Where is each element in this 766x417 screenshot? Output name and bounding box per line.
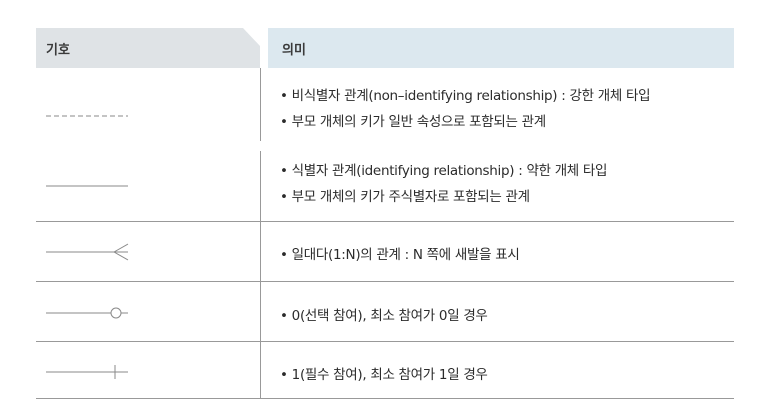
table-row: • 식별자 관계(identifying relationship) : 약한 … <box>36 141 734 221</box>
meaning-line: • 부모 개체의 키가 일반 속성으로 포함되는 관계 <box>280 114 546 130</box>
bar-mandatory-icon <box>46 365 128 379</box>
column-divider <box>260 222 261 281</box>
meaning-line: • 식별자 관계(identifying relationship) : 약한 … <box>280 163 608 179</box>
erd-symbol-table: 기호 의미 • 비식별자 관계(non–identifying relation… <box>36 28 734 399</box>
meaning-line: • 부모 개체의 키가 주식별자로 포함되는 관계 <box>280 189 530 205</box>
header-meaning-cell: 의미 <box>268 28 734 68</box>
dashed-line-icon <box>46 115 128 117</box>
column-divider <box>260 282 261 341</box>
meaning-line: • 비식별자 관계(non–identifying relationship) … <box>280 88 651 104</box>
meaning-line: • 1(필수 참여), 최소 참여가 1일 경우 <box>280 367 488 383</box>
column-divider <box>260 68 261 141</box>
symbol-cell <box>36 68 260 141</box>
table-header: 기호 의미 <box>36 28 734 68</box>
header-symbol-label: 기호 <box>46 43 70 58</box>
meaning-line: • 0(선택 참여), 최소 참여가 0일 경우 <box>280 308 488 324</box>
header-symbol-cell: 기호 <box>36 28 260 68</box>
symbol-cell <box>36 222 260 281</box>
circle-optional-icon <box>46 307 128 319</box>
header-meaning-label: 의미 <box>282 43 306 58</box>
symbol-cell <box>36 342 260 398</box>
crows-foot-icon <box>46 243 129 261</box>
symbol-cell <box>36 282 260 341</box>
column-divider <box>260 342 261 398</box>
table-row: • 0(선택 참여), 최소 참여가 0일 경우 <box>36 281 734 341</box>
meaning-line: • 일대다(1:N)의 관계 : N 쪽에 새발을 표시 <box>280 247 520 263</box>
solid-line-icon <box>46 185 128 187</box>
table-row: • 비식별자 관계(non–identifying relationship) … <box>36 68 734 141</box>
symbol-cell <box>36 141 260 221</box>
table-row: • 1(필수 참여), 최소 참여가 1일 경우 <box>36 341 734 398</box>
column-divider <box>260 151 261 221</box>
table-row: • 일대다(1:N)의 관계 : N 쪽에 새발을 표시 <box>36 221 734 281</box>
